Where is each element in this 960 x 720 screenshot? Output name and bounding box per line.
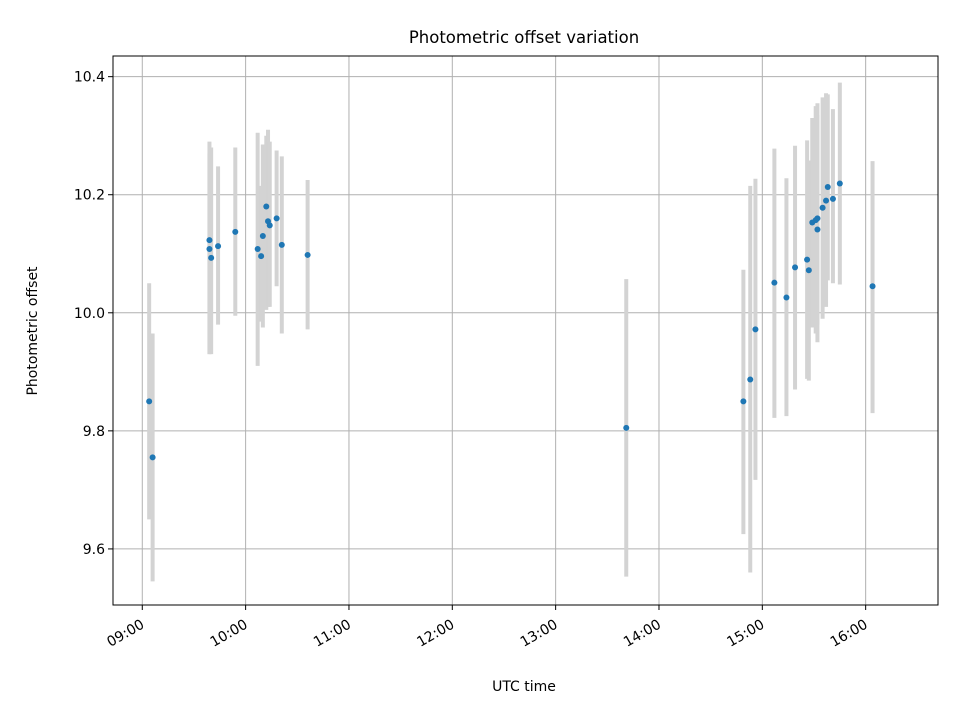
data-point [829, 195, 836, 202]
y-axis-ticks: 9.6 9.8 10.0 10.2 10.4 [74, 70, 113, 558]
data-point [771, 279, 778, 286]
chart-title: Photometric offset variation [409, 28, 639, 47]
data-point [805, 267, 812, 274]
data-point [869, 283, 876, 290]
x-tick-label: 16:00 [828, 617, 871, 651]
data-point [304, 251, 311, 258]
x-axis-label: UTC time [492, 679, 556, 695]
data-point [783, 294, 790, 301]
grid-lines [113, 56, 938, 605]
data-point [254, 246, 261, 253]
data-point [273, 215, 280, 222]
data-point [823, 197, 830, 204]
plot-frame [112, 55, 939, 606]
data-point [819, 204, 826, 211]
x-axis-ticks: 09:00 10:00 11:00 12:00 13:00 14:00 15:00 16:00 [104, 605, 871, 651]
x-tick-label: 10:00 [208, 617, 251, 651]
data-point [146, 398, 153, 405]
data-point [814, 215, 821, 222]
data-point [232, 228, 239, 235]
x-tick-label: 13:00 [518, 617, 561, 651]
x-tick-label: 14:00 [621, 617, 664, 651]
y-axis-label: Photometric offset [25, 266, 41, 396]
x-tick-label: 11:00 [311, 617, 354, 651]
data-point [266, 222, 273, 229]
data-point [836, 180, 843, 187]
y-tick-label: 10.0 [74, 306, 105, 322]
data-point [824, 184, 831, 191]
data-points [146, 180, 876, 461]
data-point [206, 246, 213, 253]
data-point [278, 241, 285, 248]
x-tick-label: 12:00 [414, 617, 457, 651]
x-tick-label: 15:00 [724, 617, 767, 651]
data-point [215, 243, 222, 250]
data-point [792, 264, 799, 271]
error-bars [147, 82, 875, 582]
y-tick-label: 10.2 [74, 188, 105, 204]
data-point [740, 398, 747, 405]
data-point [208, 254, 215, 261]
data-point [259, 233, 266, 240]
y-tick-label: 10.4 [74, 70, 105, 86]
y-tick-label: 9.6 [83, 542, 105, 558]
data-point [814, 226, 821, 233]
data-point [752, 326, 759, 333]
data-point [149, 454, 156, 461]
data-point [206, 237, 213, 244]
data-point [623, 424, 630, 431]
data-point [263, 203, 270, 210]
x-tick-label: 09:00 [104, 617, 147, 651]
data-point [258, 253, 265, 260]
y-tick-label: 9.8 [83, 424, 105, 440]
data-point [804, 256, 811, 263]
data-point [747, 376, 754, 383]
